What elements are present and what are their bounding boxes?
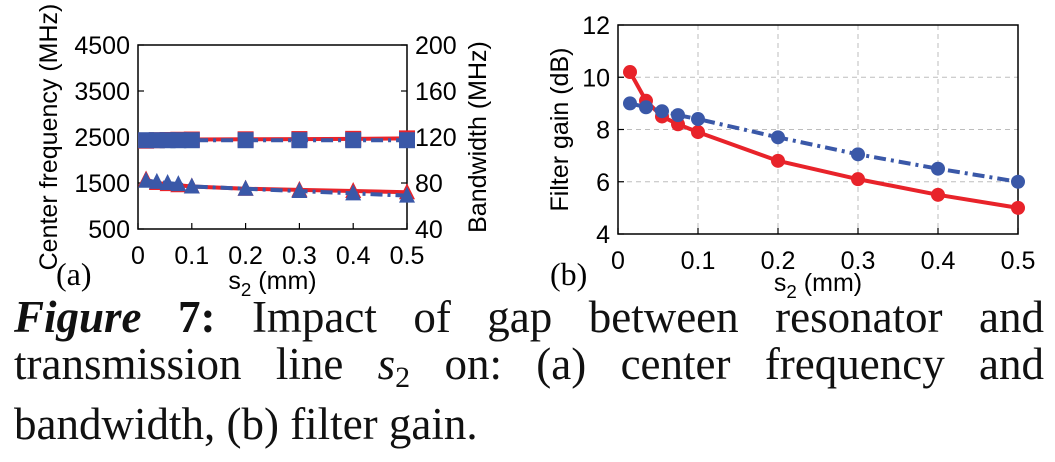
panel-b-x-tick-label: 0.2 bbox=[761, 247, 796, 275]
figure-panels: 0 0.1 0.2 0.3 0.4 0.5500150025003500450040801… bbox=[35, 4, 1036, 300]
panel-b-data-point bbox=[623, 96, 637, 111]
panel-a-x-tick-label: 0 bbox=[131, 242, 145, 270]
panel-a-data-point bbox=[399, 186, 415, 203]
panel-a-data-point bbox=[399, 132, 415, 149]
panel-a-x-tick-label: 0.1 bbox=[174, 242, 209, 270]
panel-a-y2-axis-label: Bandwidth (MHz) bbox=[464, 41, 492, 233]
panel-a-y-tick-label: 4500 bbox=[74, 32, 130, 60]
panel-a-x-tick-label: 0.4 bbox=[336, 242, 371, 270]
panel-a-y2-tick-label: 160 bbox=[415, 78, 457, 106]
panel-a-y-tick-label: 500 bbox=[88, 216, 130, 244]
panel-a-data-point bbox=[148, 172, 165, 189]
figure-caption: Figure 7: Impact of gap between resonato… bbox=[14, 294, 1044, 448]
panel-b-data-point bbox=[851, 172, 865, 187]
panel-b-data-point bbox=[1011, 200, 1025, 215]
panel-b-x-axis-label-unit: (mm) bbox=[797, 269, 862, 297]
caption-text-1: Impact of gap between resonator and tran… bbox=[14, 292, 1044, 389]
panel-a-x-axis-label-main: s bbox=[228, 267, 241, 295]
panel-b-x-tick-label: 0.4 bbox=[921, 247, 956, 275]
panel-a-x-tick-label: 0.5 bbox=[390, 242, 425, 270]
panel-b-y-tick-label: 4 bbox=[596, 221, 610, 249]
panel-b-x-axis-label-subscript: 2 bbox=[786, 281, 796, 300]
panel-a-data-point bbox=[291, 132, 308, 149]
panel-b-data-point bbox=[931, 187, 945, 202]
panel-a-x-tick-label: 0.3 bbox=[282, 242, 317, 270]
panel-a-data-point bbox=[237, 132, 254, 149]
panel-b-y-axis-label: Filter gain (dB) bbox=[546, 48, 574, 212]
panel-a-data-point bbox=[237, 179, 254, 196]
panel-a-y-tick-label: 3500 bbox=[74, 78, 130, 106]
panel-b-data-point bbox=[671, 108, 685, 123]
panel-b-data-point bbox=[931, 161, 945, 176]
panel-a-y2-tick-label: 40 bbox=[415, 216, 443, 244]
panel-a-y-axis-label: Center frequency (MHz) bbox=[35, 4, 63, 271]
panel-a-x-axis-label: s2 (mm) bbox=[228, 267, 316, 300]
caption-text-2: on: (a) center frequency and bandwidth, … bbox=[14, 339, 1045, 449]
panel-b-x-axis-label-main: s bbox=[774, 269, 787, 297]
panel-a-data-point bbox=[170, 132, 187, 149]
panel-a-data-point bbox=[345, 184, 362, 201]
panel-b-y-tick-label: 12 bbox=[582, 12, 610, 40]
panel-b-y-tick-label: 10 bbox=[582, 64, 610, 92]
panel-a-x-tick-label: 0.2 bbox=[228, 242, 263, 270]
panel-b-panel-label: (b) bbox=[550, 256, 587, 292]
caption-variable-subscript: 2 bbox=[395, 361, 411, 394]
panel-a-y2-tick-label: 200 bbox=[415, 32, 457, 60]
panel-a-data-point bbox=[183, 132, 200, 149]
caption-figure-word: Figure bbox=[14, 292, 142, 342]
panel-b-data-point bbox=[655, 104, 669, 119]
panel-a-x-axis-label-unit: (mm) bbox=[251, 267, 316, 295]
panel-a-y-tick-label: 1500 bbox=[74, 170, 130, 198]
panel-b-data-point bbox=[623, 65, 637, 80]
caption-figure-number: 7: bbox=[141, 292, 216, 342]
panel-a-data-point bbox=[345, 132, 362, 149]
panel-b-data-point bbox=[691, 125, 705, 140]
panel-a-data-point bbox=[183, 177, 200, 194]
panel-a-data-point bbox=[159, 174, 176, 190]
panel-b-data-point bbox=[691, 112, 705, 127]
panel-b-x-tick-label: 0 bbox=[611, 247, 625, 275]
panel-a-y2-tick-label: 80 bbox=[415, 170, 443, 198]
panel-b-x-tick-label: 0.3 bbox=[841, 247, 876, 275]
panel-b-data-point bbox=[1011, 174, 1025, 189]
panel-b-data-point bbox=[639, 100, 653, 115]
panel-a-data-point bbox=[291, 182, 308, 199]
panel-a-y-tick-label: 2500 bbox=[74, 124, 130, 152]
panel-b-x-axis-label: s2 (mm) bbox=[774, 269, 862, 300]
panel-a-data-point bbox=[170, 175, 187, 192]
caption-variable-main: s bbox=[377, 339, 396, 389]
panel-b-series-line-0 bbox=[628, 71, 1019, 210]
panel-b-data-point bbox=[851, 147, 865, 162]
panel-b-x-tick-label: 0.5 bbox=[1001, 247, 1036, 275]
panel-a-data-point bbox=[138, 171, 155, 188]
panel-b-x-tick-label: 0.1 bbox=[681, 247, 716, 275]
caption-variable: s2 bbox=[377, 339, 411, 395]
panel-b-data-point bbox=[771, 153, 785, 168]
panel-b-y-tick-label: 8 bbox=[596, 117, 610, 145]
panel-a-y2-tick-label: 120 bbox=[415, 124, 457, 152]
panel-b-y-tick-label: 6 bbox=[596, 169, 610, 197]
panel-b-data-point bbox=[771, 130, 785, 145]
panel-a-x-axis-label-subscript: 2 bbox=[241, 279, 251, 300]
panel-a-panel-label: (a) bbox=[56, 256, 92, 292]
